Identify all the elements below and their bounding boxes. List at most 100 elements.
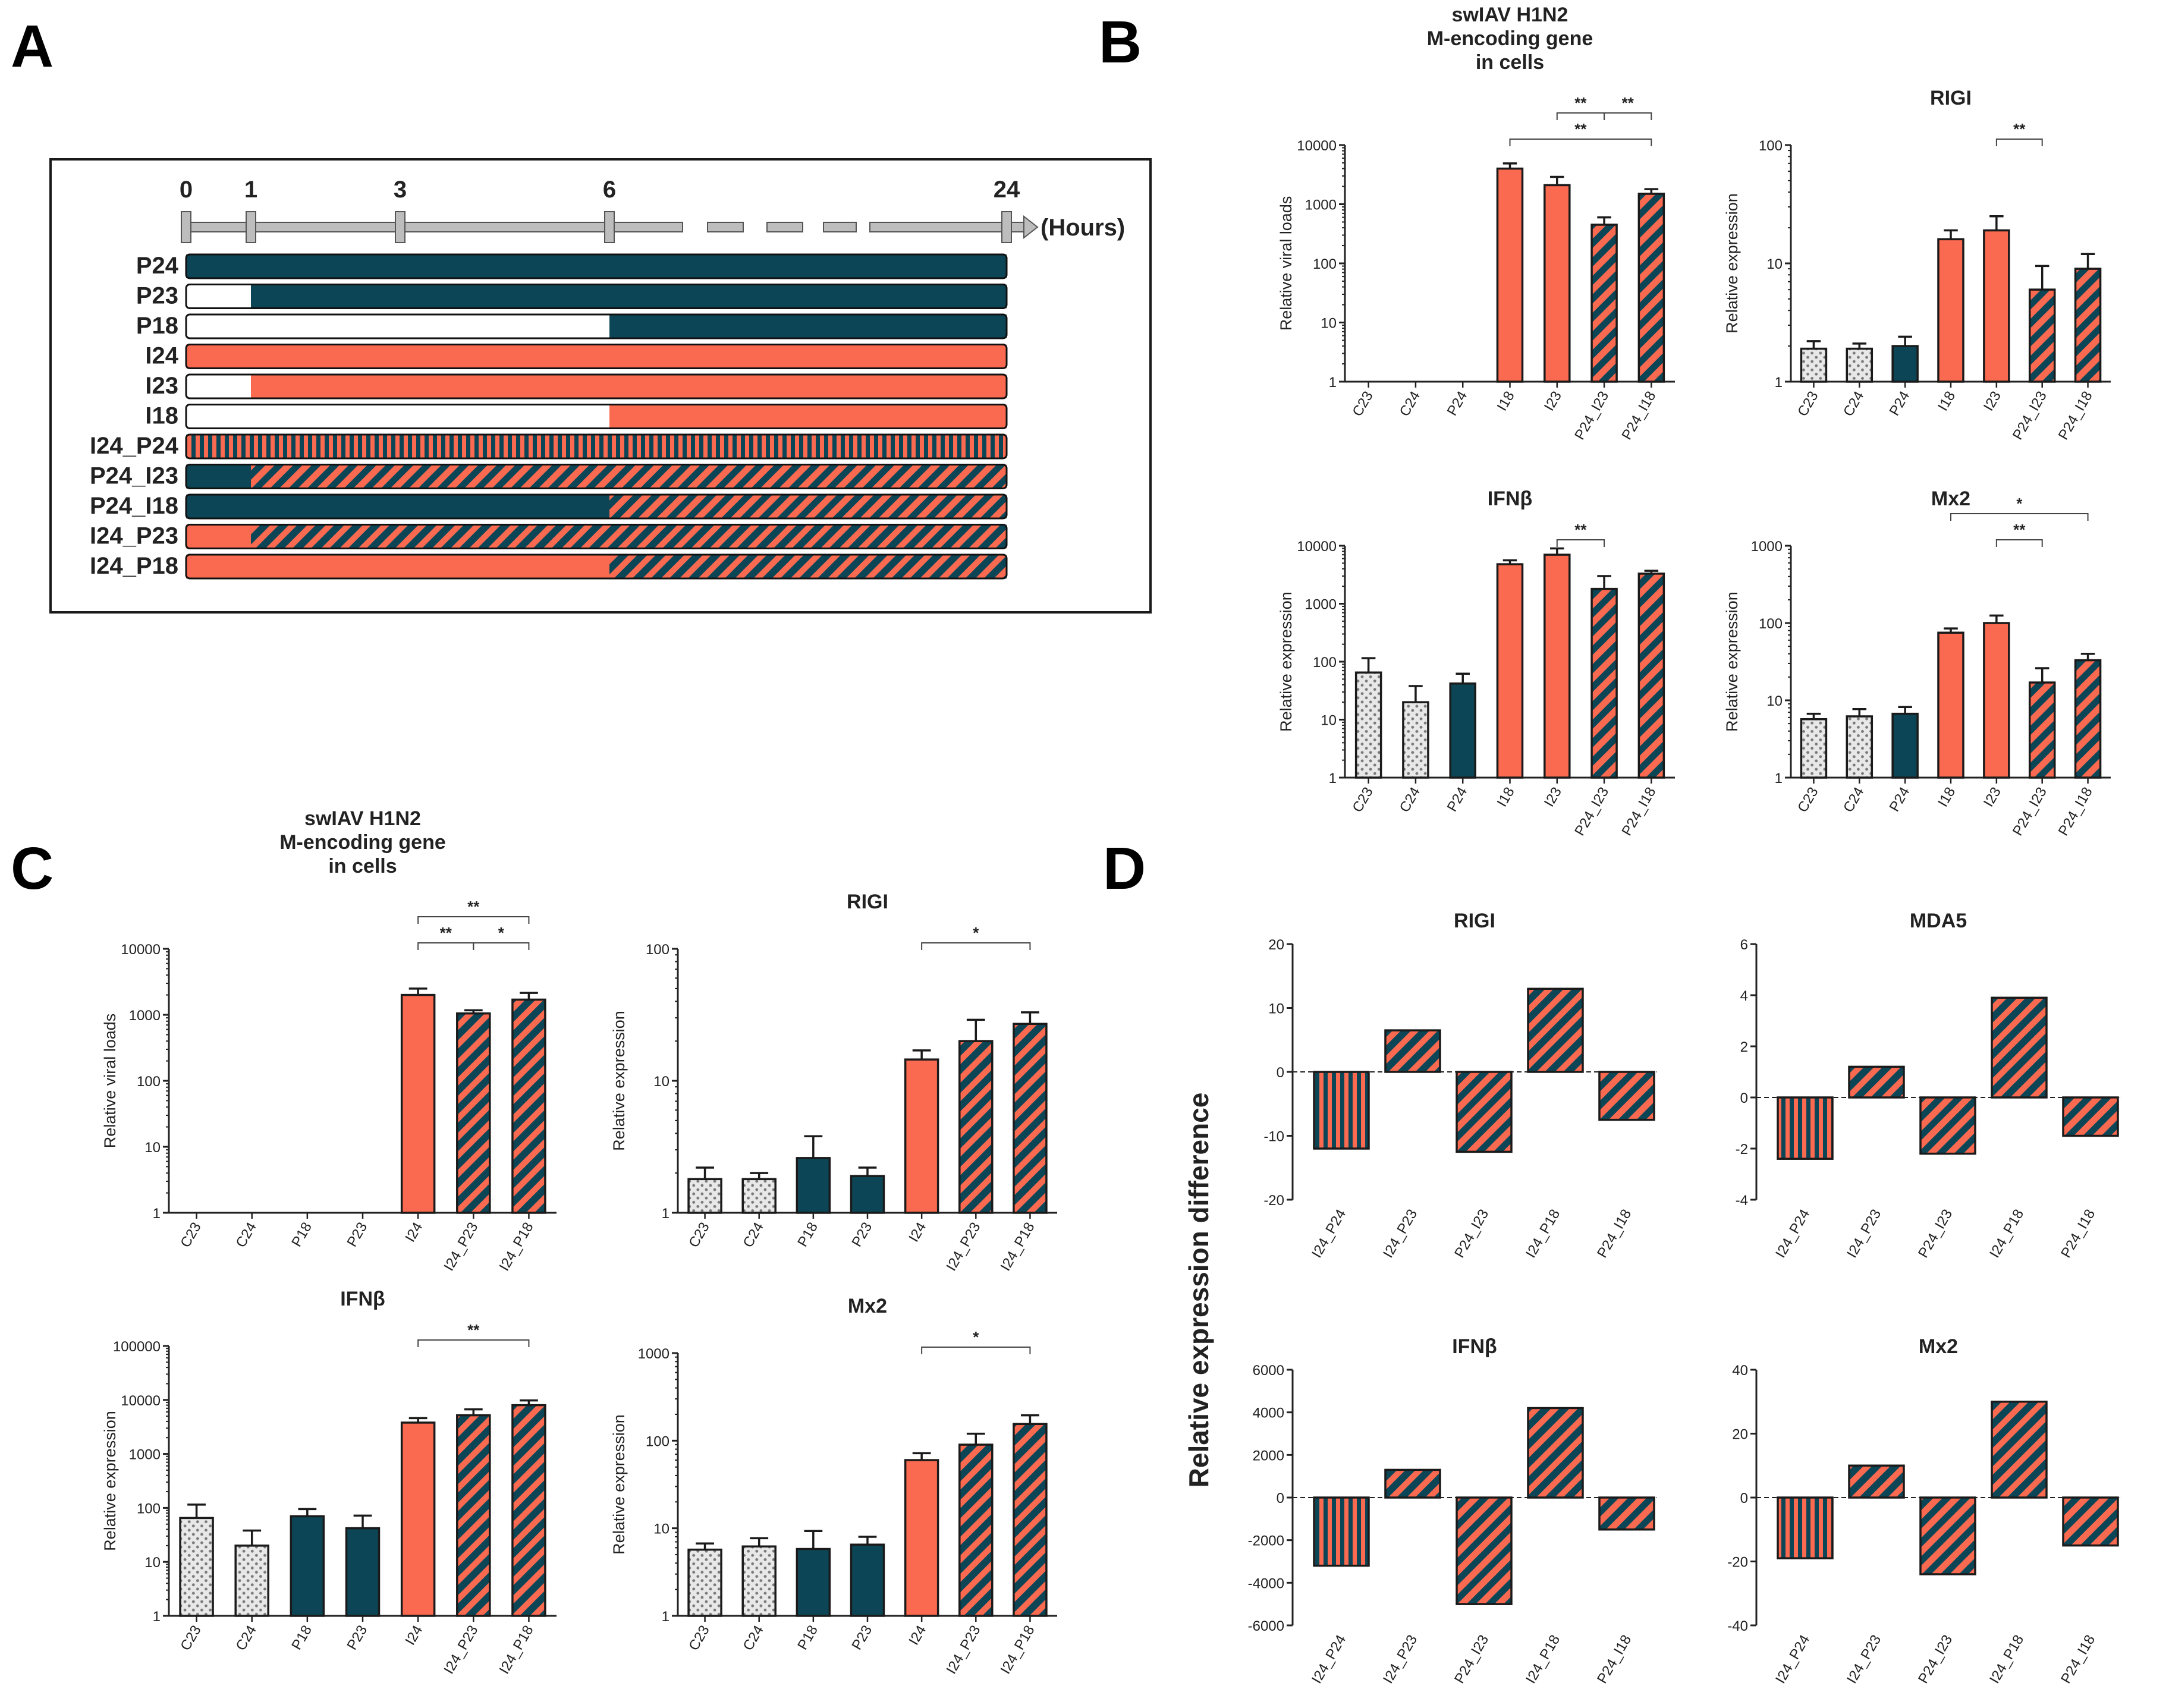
significance-bracket — [921, 942, 1031, 950]
timeline-segment — [186, 375, 251, 398]
y-tick-label: 100 — [137, 1074, 161, 1090]
chart-title: Mx2 — [1919, 1335, 1958, 1358]
bar — [958, 1443, 994, 1617]
y-axis-label: Relative expression — [1723, 193, 1741, 334]
significance-label: * — [973, 924, 979, 942]
timeline-tick-marker — [604, 211, 615, 243]
timeline: (Hours) 0 1 3 6 24 P24 P23 P18 I24 I23 I18 I24_P24 P2… — [90, 177, 1125, 580]
bar — [456, 1414, 491, 1617]
bar — [234, 1545, 269, 1617]
bar — [1527, 1407, 1584, 1499]
x-tick-label: P24_I23 — [1451, 1632, 1492, 1687]
timeline-axis-dash — [707, 222, 744, 232]
y-tick-label: 100 — [1313, 655, 1337, 671]
x-tick-label: I24_P18 — [496, 1623, 537, 1677]
bar — [1496, 563, 1524, 779]
y-tick-label: 10 — [1766, 256, 1783, 272]
y-tick-label: 40 — [1732, 1363, 1748, 1379]
bar — [1013, 1423, 1048, 1617]
x-tick-label: C24 — [1840, 389, 1867, 420]
chart-c2: RIGI 1 10 100 Relative expression C23 C24 P18 P2… — [610, 891, 1057, 1273]
bar — [1590, 587, 1618, 779]
chart-b2: RIGI 1 10 100 Relative expression C23 C24 P24 I1… — [1723, 87, 2111, 442]
y-tick-label: -20 — [1727, 1555, 1748, 1571]
x-tick-label: P24 — [1444, 785, 1471, 814]
x-tick-label: I24_P23 — [441, 1623, 481, 1677]
timeline-row-outline — [185, 344, 1008, 369]
y-tick-label: 1000 — [129, 1447, 161, 1463]
y-tick-label: 20 — [1732, 1427, 1748, 1443]
x-tick-label: P24_I23 — [1571, 389, 1612, 443]
x-tick-label: C23 — [1794, 389, 1821, 420]
y-axis-label: Relative expression — [101, 1411, 119, 1551]
x-tick-label: C24 — [740, 1220, 767, 1251]
bar — [1800, 718, 1828, 779]
x-tick-label: I24_P24 — [1309, 1207, 1349, 1261]
y-tick-label: 10 — [144, 1140, 161, 1156]
bar — [1384, 1029, 1441, 1073]
bar — [1354, 671, 1382, 779]
timeline-row-outline — [185, 464, 1008, 489]
chart-b4: Mx2 1 10 100 1000 Relative expression C23 C24 P2… — [1723, 487, 2111, 838]
x-tick-label: P24_I18 — [1618, 785, 1659, 839]
bar — [1991, 1401, 2048, 1499]
bar — [1598, 1496, 1655, 1531]
bar — [1777, 1496, 1834, 1559]
significance-bracket — [473, 942, 530, 950]
x-tick-label: I23 — [1541, 785, 1565, 810]
y-axis-label: Relative viral loads — [101, 1014, 119, 1149]
timeline-row-outline — [185, 253, 1008, 279]
x-tick-label: P18 — [794, 1220, 821, 1250]
x-tick-label: P24_I23 — [2010, 389, 2050, 443]
y-tick-label: 0 — [1277, 1490, 1284, 1506]
bar — [687, 1548, 722, 1617]
y-tick-label: -10 — [1263, 1129, 1284, 1145]
x-tick-label: P18 — [794, 1623, 821, 1653]
significance-label: * — [498, 924, 505, 942]
chart-d2: MDA5 -4 -2 0 2 4 6 I24_P24 I24_P23 P24_I23 I24_P18… — [1736, 910, 2120, 1260]
timeline-segment — [186, 524, 251, 549]
timeline-tick-marker — [1001, 211, 1012, 243]
x-tick-label: I24_P18 — [1523, 1207, 1563, 1261]
timeline-segment — [609, 555, 1007, 578]
x-tick-label: P24_I18 — [2058, 1207, 2098, 1261]
x-tick-label: I24 — [402, 1220, 426, 1245]
chart-title: IFNβ — [1452, 1335, 1497, 1358]
x-tick-label: P24 — [1444, 389, 1471, 419]
chart-title: swIAV H1N2 — [304, 807, 421, 830]
bar — [1456, 1496, 1513, 1605]
timeline-segment — [186, 314, 609, 338]
timeline-arrow-head — [1023, 215, 1039, 240]
x-tick-label: P24 — [1887, 785, 1913, 814]
timeline-segment — [186, 284, 251, 309]
significance-bracket — [417, 1339, 530, 1347]
bar — [741, 1545, 777, 1617]
y-tick-label: 4 — [1740, 988, 1748, 1004]
bar — [1848, 1065, 1905, 1099]
bar — [850, 1175, 885, 1214]
significance-bracket — [1995, 539, 2043, 547]
panel-d-ylabel: Relative expression difference — [1183, 1093, 1214, 1488]
timeline-row-label: I24_P23 — [90, 523, 178, 549]
x-tick-label: P24_I23 — [1915, 1207, 1956, 1261]
x-tick-label: C24 — [1397, 389, 1423, 420]
timeline-segment — [186, 435, 1007, 458]
timeline-tick-marker — [246, 211, 256, 243]
chart-title: IFNβ — [1488, 487, 1533, 510]
y-axis-label: Relative expression — [1723, 592, 1741, 732]
x-tick-label: I18 — [1935, 785, 1959, 810]
significance-label: ** — [1574, 94, 1587, 112]
bar — [850, 1543, 885, 1617]
timeline-tick-marker — [395, 211, 405, 243]
y-tick-label: 100 — [137, 1501, 161, 1517]
timeline-segment — [186, 344, 1007, 369]
bar — [400, 993, 436, 1214]
x-tick-label: C23 — [686, 1220, 712, 1251]
x-tick-label: I24_P23 — [1380, 1632, 1420, 1687]
y-tick-label: 10 — [1766, 693, 1783, 709]
y-tick-label: -4 — [1736, 1193, 1748, 1209]
y-tick-label: 1 — [662, 1609, 669, 1625]
bar — [1983, 622, 2010, 779]
